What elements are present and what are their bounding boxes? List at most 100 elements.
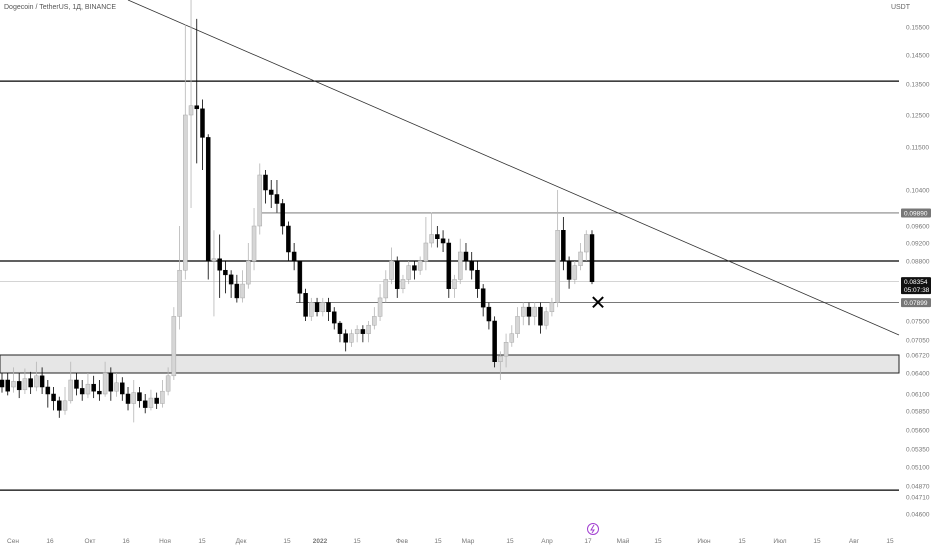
- candle[interactable]: [498, 351, 503, 380]
- candle[interactable]: [475, 261, 480, 298]
- candle[interactable]: [286, 221, 291, 262]
- candle[interactable]: [160, 380, 165, 408]
- candle[interactable]: [435, 226, 440, 248]
- candle[interactable]: [91, 375, 96, 399]
- candle[interactable]: [68, 361, 73, 404]
- candle[interactable]: [337, 321, 343, 343]
- candle[interactable]: [223, 261, 228, 294]
- candle[interactable]: [538, 302, 543, 334]
- candle[interactable]: [406, 261, 411, 285]
- candle[interactable]: [572, 261, 578, 285]
- candle[interactable]: [280, 199, 285, 235]
- candle[interactable]: [102, 361, 108, 397]
- candle[interactable]: [97, 380, 102, 401]
- candle[interactable]: [423, 217, 429, 271]
- candle[interactable]: [22, 368, 28, 395]
- candle[interactable]: [452, 274, 457, 298]
- candle[interactable]: [148, 389, 154, 411]
- candle[interactable]: [263, 170, 268, 204]
- candle[interactable]: [171, 307, 177, 380]
- candle[interactable]: [200, 99, 205, 171]
- candle[interactable]: [446, 238, 452, 298]
- candle[interactable]: [349, 329, 354, 347]
- candle[interactable]: [85, 373, 91, 399]
- candle[interactable]: [480, 284, 486, 317]
- candle[interactable]: [372, 307, 377, 330]
- candle[interactable]: [320, 297, 326, 317]
- candle[interactable]: [137, 387, 142, 408]
- descending-trendline[interactable]: [127, 0, 900, 336]
- candle[interactable]: [246, 243, 251, 289]
- candle[interactable]: [503, 333, 509, 368]
- candle[interactable]: [589, 230, 595, 285]
- candle[interactable]: [74, 373, 79, 396]
- candle[interactable]: [274, 180, 280, 213]
- candle[interactable]: [51, 387, 56, 411]
- candle[interactable]: [0, 373, 5, 393]
- candle[interactable]: [291, 243, 297, 271]
- candle[interactable]: [429, 212, 434, 248]
- candle[interactable]: [188, 0, 194, 208]
- candle[interactable]: [62, 387, 68, 415]
- candle[interactable]: [211, 230, 217, 317]
- candle[interactable]: [297, 260, 303, 303]
- candle[interactable]: [463, 243, 469, 271]
- candle[interactable]: [125, 387, 131, 411]
- goto-realtime-icon[interactable]: [587, 523, 599, 535]
- candle[interactable]: [578, 243, 583, 271]
- candle[interactable]: [412, 261, 417, 280]
- candle[interactable]: [217, 234, 222, 298]
- candle[interactable]: [526, 302, 532, 326]
- candle[interactable]: [240, 270, 245, 303]
- candle[interactable]: [457, 238, 463, 285]
- candle[interactable]: [5, 373, 10, 396]
- candle[interactable]: [521, 302, 526, 326]
- candle[interactable]: [234, 274, 240, 303]
- candle[interactable]: [377, 284, 383, 321]
- candle[interactable]: [486, 302, 492, 330]
- candle[interactable]: [394, 256, 400, 298]
- candle[interactable]: [417, 256, 423, 275]
- candle[interactable]: [183, 24, 188, 280]
- candle[interactable]: [39, 367, 45, 394]
- candle[interactable]: [555, 190, 560, 308]
- candle[interactable]: [28, 371, 33, 394]
- candle[interactable]: [440, 230, 446, 252]
- candle[interactable]: [400, 274, 406, 294]
- candle[interactable]: [492, 316, 497, 368]
- candle[interactable]: [326, 297, 331, 321]
- candle[interactable]: [108, 367, 114, 401]
- candle[interactable]: [515, 307, 520, 338]
- candle[interactable]: [251, 208, 257, 271]
- candle[interactable]: [34, 361, 39, 392]
- candle[interactable]: [154, 392, 159, 409]
- candle[interactable]: [343, 329, 348, 352]
- candle[interactable]: [309, 297, 314, 321]
- candle[interactable]: [366, 321, 371, 343]
- candle[interactable]: [354, 325, 360, 343]
- candle[interactable]: [228, 270, 234, 298]
- candle[interactable]: [142, 394, 148, 414]
- candle[interactable]: [114, 373, 119, 397]
- candle[interactable]: [268, 180, 274, 208]
- candle[interactable]: [165, 367, 171, 396]
- candle[interactable]: [177, 226, 182, 330]
- candle[interactable]: [532, 302, 537, 326]
- candle[interactable]: [205, 134, 211, 280]
- candle[interactable]: [16, 373, 22, 399]
- candle[interactable]: [331, 307, 337, 330]
- candle[interactable]: [389, 247, 394, 285]
- candle[interactable]: [543, 307, 549, 330]
- candle[interactable]: [120, 377, 125, 401]
- candle[interactable]: [383, 270, 389, 303]
- candle[interactable]: [566, 256, 572, 289]
- candle[interactable]: [194, 18, 200, 164]
- candle[interactable]: [131, 380, 137, 423]
- candle[interactable]: [561, 217, 566, 271]
- candle[interactable]: [549, 297, 555, 317]
- candle[interactable]: [57, 396, 62, 418]
- candle[interactable]: [584, 230, 589, 261]
- candle[interactable]: [257, 163, 263, 235]
- candle[interactable]: [314, 297, 320, 317]
